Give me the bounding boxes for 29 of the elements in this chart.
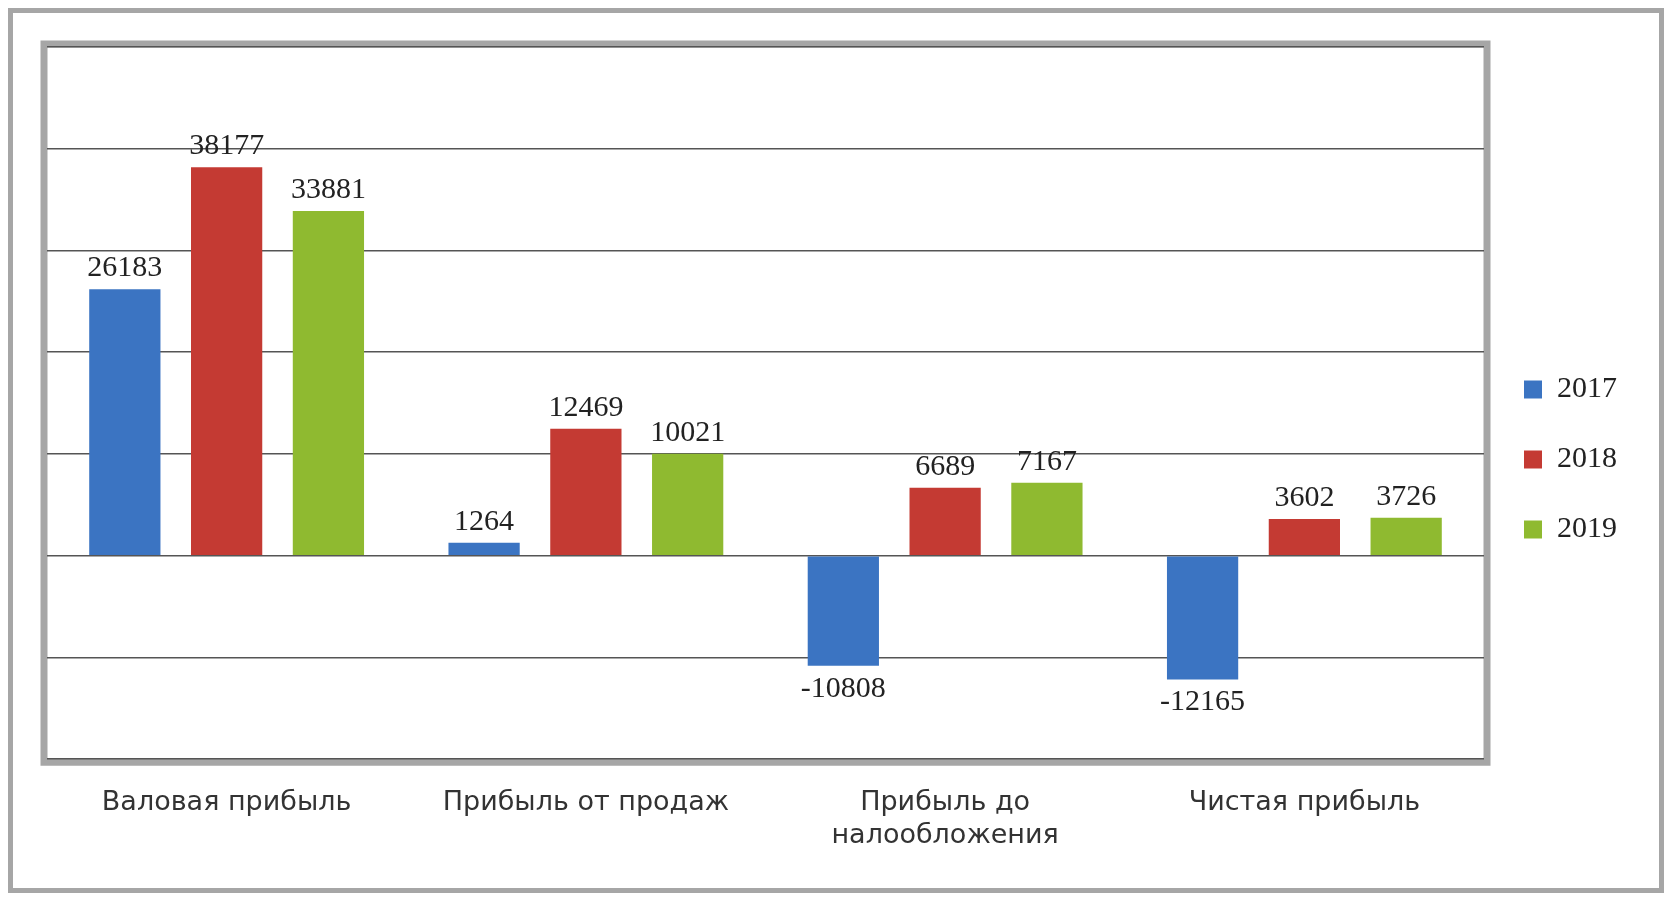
bar: [1011, 482, 1083, 555]
x-tick-label: Прибыль до налообложения: [831, 785, 1059, 849]
x-tick-label: Валовая прибыль: [101, 785, 352, 817]
bar: [1370, 517, 1442, 555]
bar: [448, 542, 520, 555]
legend-label: 2018: [1557, 440, 1617, 474]
bar: [807, 556, 879, 666]
legend-label: 2019: [1557, 510, 1617, 544]
bar: [652, 453, 724, 555]
data-label: 26183: [87, 249, 163, 283]
data-label: 3726: [1376, 477, 1437, 511]
data-label: -12165: [1160, 683, 1246, 717]
data-label: -10808: [800, 669, 886, 703]
bar: [89, 289, 161, 555]
data-label: 33881: [290, 170, 366, 204]
bar: [1268, 519, 1340, 555]
data-label: 10021: [650, 413, 726, 447]
legend-label: 2017: [1557, 370, 1617, 404]
bar: [550, 428, 622, 555]
x-tick-label: Чистая прибыль: [1188, 785, 1421, 817]
bar: [909, 487, 981, 555]
bar: [1166, 556, 1239, 680]
bar: [191, 167, 263, 555]
data-label: 6689: [915, 447, 976, 481]
x-tick-label: Прибыль от продаж: [442, 785, 730, 817]
bar: [292, 211, 365, 555]
data-label: 1264: [454, 502, 515, 536]
data-label: 12469: [548, 388, 624, 422]
data-label: 3602: [1274, 478, 1335, 512]
